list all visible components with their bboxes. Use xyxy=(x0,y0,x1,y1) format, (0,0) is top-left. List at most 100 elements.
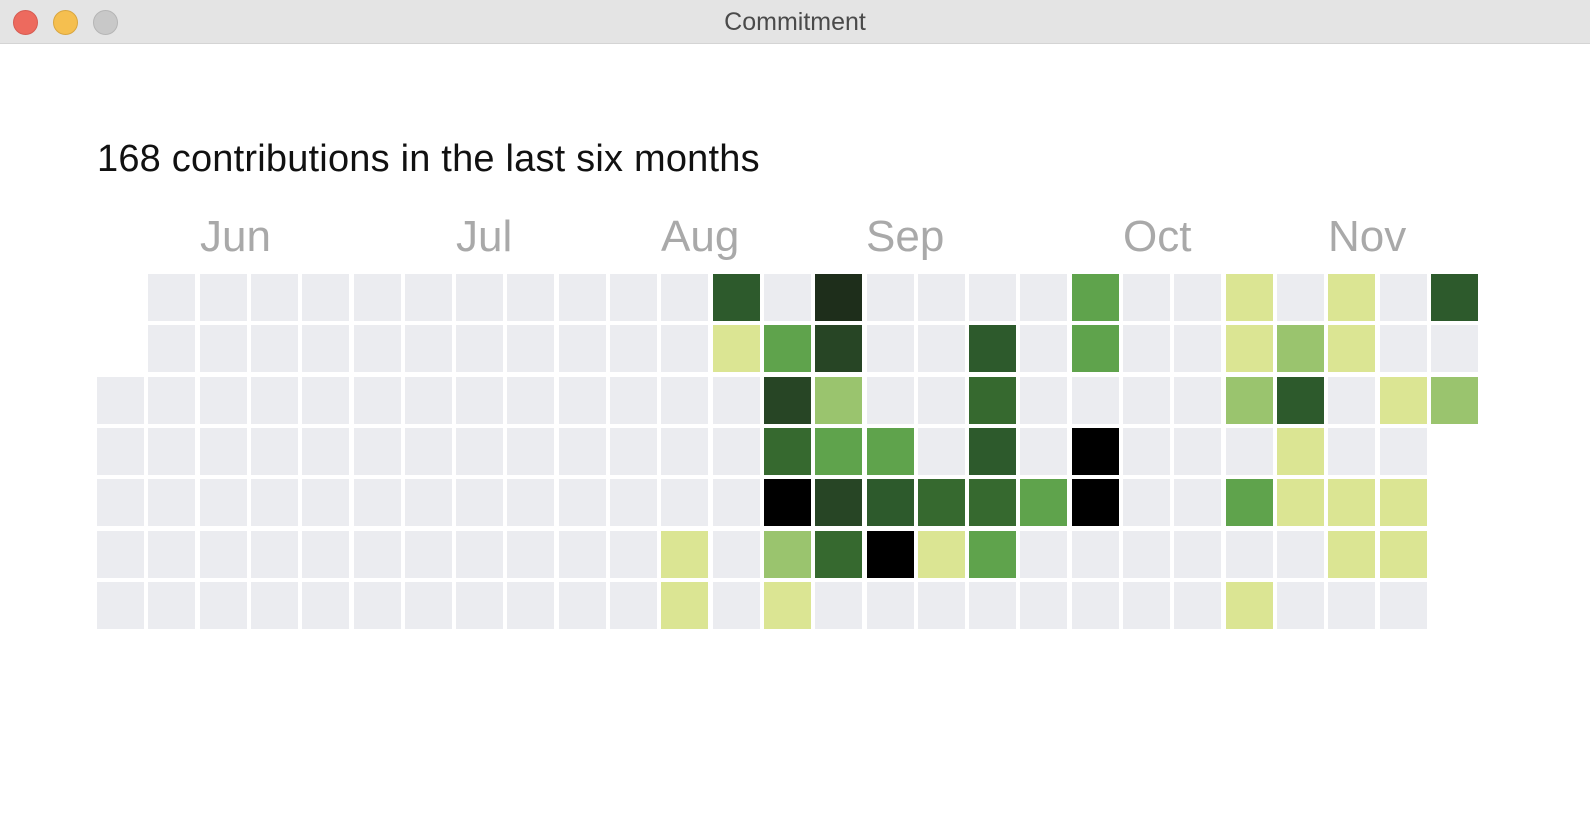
heatmap-cell[interactable] xyxy=(1123,581,1170,629)
heatmap-cell[interactable] xyxy=(353,581,401,629)
heatmap-cell[interactable] xyxy=(302,274,350,321)
heatmap-cell[interactable] xyxy=(558,325,606,373)
heatmap-cell[interactable] xyxy=(1071,479,1119,527)
heatmap-cell[interactable] xyxy=(404,530,452,578)
heatmap-cell[interactable] xyxy=(1174,479,1222,527)
heatmap-cell[interactable] xyxy=(456,325,504,373)
heatmap-cell[interactable] xyxy=(763,274,811,321)
heatmap-cell[interactable] xyxy=(917,325,965,373)
heatmap-cell[interactable] xyxy=(712,376,760,424)
heatmap-cell[interactable] xyxy=(558,479,606,527)
heatmap-cell[interactable] xyxy=(866,274,914,321)
heatmap-cell[interactable] xyxy=(148,427,196,475)
heatmap-cell[interactable] xyxy=(199,530,247,578)
heatmap-cell[interactable] xyxy=(815,376,863,424)
heatmap-cell[interactable] xyxy=(456,479,504,527)
heatmap-cell[interactable] xyxy=(1276,325,1324,373)
heatmap-cell[interactable] xyxy=(969,479,1017,527)
heatmap-cell[interactable] xyxy=(148,325,196,373)
heatmap-cell[interactable] xyxy=(1225,427,1273,475)
heatmap-cell[interactable] xyxy=(456,581,504,629)
heatmap-cell[interactable] xyxy=(661,427,709,475)
heatmap-cell[interactable] xyxy=(1225,479,1273,527)
heatmap-cell[interactable] xyxy=(1020,427,1068,475)
heatmap-cell[interactable] xyxy=(866,376,914,424)
heatmap-cell[interactable] xyxy=(302,325,350,373)
heatmap-cell[interactable] xyxy=(661,274,709,321)
heatmap-cell[interactable] xyxy=(199,325,247,373)
heatmap-cell[interactable] xyxy=(1430,325,1478,373)
heatmap-cell[interactable] xyxy=(1430,376,1478,424)
heatmap-cell[interactable] xyxy=(610,427,657,475)
heatmap-cell[interactable] xyxy=(250,427,298,475)
heatmap-cell[interactable] xyxy=(1020,325,1068,373)
heatmap-cell[interactable] xyxy=(1328,274,1376,321)
heatmap-cell[interactable] xyxy=(507,325,555,373)
heatmap-cell[interactable] xyxy=(148,376,196,424)
heatmap-cell[interactable] xyxy=(1071,530,1119,578)
heatmap-cell[interactable] xyxy=(404,581,452,629)
heatmap-cell[interactable] xyxy=(404,427,452,475)
heatmap-cell[interactable] xyxy=(507,530,555,578)
heatmap-cell[interactable] xyxy=(866,581,914,629)
heatmap-cell[interactable] xyxy=(148,581,196,629)
heatmap-cell[interactable] xyxy=(661,479,709,527)
heatmap-cell[interactable] xyxy=(558,274,606,321)
heatmap-cell[interactable] xyxy=(1328,581,1376,629)
heatmap-cell[interactable] xyxy=(815,530,863,578)
heatmap-cell[interactable] xyxy=(661,325,709,373)
heatmap-cell[interactable] xyxy=(97,479,144,527)
heatmap-cell[interactable] xyxy=(1020,479,1068,527)
heatmap-cell[interactable] xyxy=(1071,376,1119,424)
heatmap-cell[interactable] xyxy=(199,427,247,475)
heatmap-cell[interactable] xyxy=(97,376,144,424)
heatmap-cell[interactable] xyxy=(456,427,504,475)
heatmap-cell[interactable] xyxy=(763,530,811,578)
heatmap-cell[interactable] xyxy=(763,427,811,475)
heatmap-cell[interactable] xyxy=(661,376,709,424)
heatmap-cell[interactable] xyxy=(1430,274,1478,321)
heatmap-cell[interactable] xyxy=(1225,274,1273,321)
zoom-window-button[interactable] xyxy=(93,10,118,35)
heatmap-cell[interactable] xyxy=(250,581,298,629)
heatmap-cell[interactable] xyxy=(1020,530,1068,578)
heatmap-cell[interactable] xyxy=(763,325,811,373)
heatmap-cell[interactable] xyxy=(712,274,760,321)
heatmap-cell[interactable] xyxy=(148,530,196,578)
heatmap-cell[interactable] xyxy=(353,274,401,321)
heatmap-cell[interactable] xyxy=(507,427,555,475)
heatmap-cell[interactable] xyxy=(97,427,144,475)
heatmap-cell[interactable] xyxy=(917,427,965,475)
heatmap-cell[interactable] xyxy=(1174,427,1222,475)
heatmap-cell[interactable] xyxy=(815,581,863,629)
heatmap-cell[interactable] xyxy=(1276,479,1324,527)
heatmap-cell[interactable] xyxy=(712,325,760,373)
heatmap-cell[interactable] xyxy=(353,325,401,373)
heatmap-cell[interactable] xyxy=(969,581,1017,629)
heatmap-cell[interactable] xyxy=(1071,581,1119,629)
heatmap-cell[interactable] xyxy=(1225,325,1273,373)
heatmap-cell[interactable] xyxy=(1123,479,1170,527)
heatmap-cell[interactable] xyxy=(917,530,965,578)
heatmap-cell[interactable] xyxy=(969,325,1017,373)
heatmap-cell[interactable] xyxy=(456,530,504,578)
heatmap-cell[interactable] xyxy=(97,581,144,629)
heatmap-cell[interactable] xyxy=(404,325,452,373)
heatmap-cell[interactable] xyxy=(1328,479,1376,527)
heatmap-cell[interactable] xyxy=(969,530,1017,578)
heatmap-cell[interactable] xyxy=(250,274,298,321)
heatmap-cell[interactable] xyxy=(610,530,657,578)
heatmap-cell[interactable] xyxy=(1379,325,1427,373)
heatmap-cell[interactable] xyxy=(1071,427,1119,475)
heatmap-cell[interactable] xyxy=(1020,581,1068,629)
heatmap-cell[interactable] xyxy=(302,376,350,424)
heatmap-cell[interactable] xyxy=(610,581,657,629)
heatmap-cell[interactable] xyxy=(1020,274,1068,321)
heatmap-cell[interactable] xyxy=(969,427,1017,475)
heatmap-cell[interactable] xyxy=(1379,581,1427,629)
heatmap-cell[interactable] xyxy=(661,530,709,578)
heatmap-cell[interactable] xyxy=(1276,274,1324,321)
heatmap-cell[interactable] xyxy=(404,479,452,527)
heatmap-cell[interactable] xyxy=(1174,581,1222,629)
heatmap-cell[interactable] xyxy=(1276,427,1324,475)
